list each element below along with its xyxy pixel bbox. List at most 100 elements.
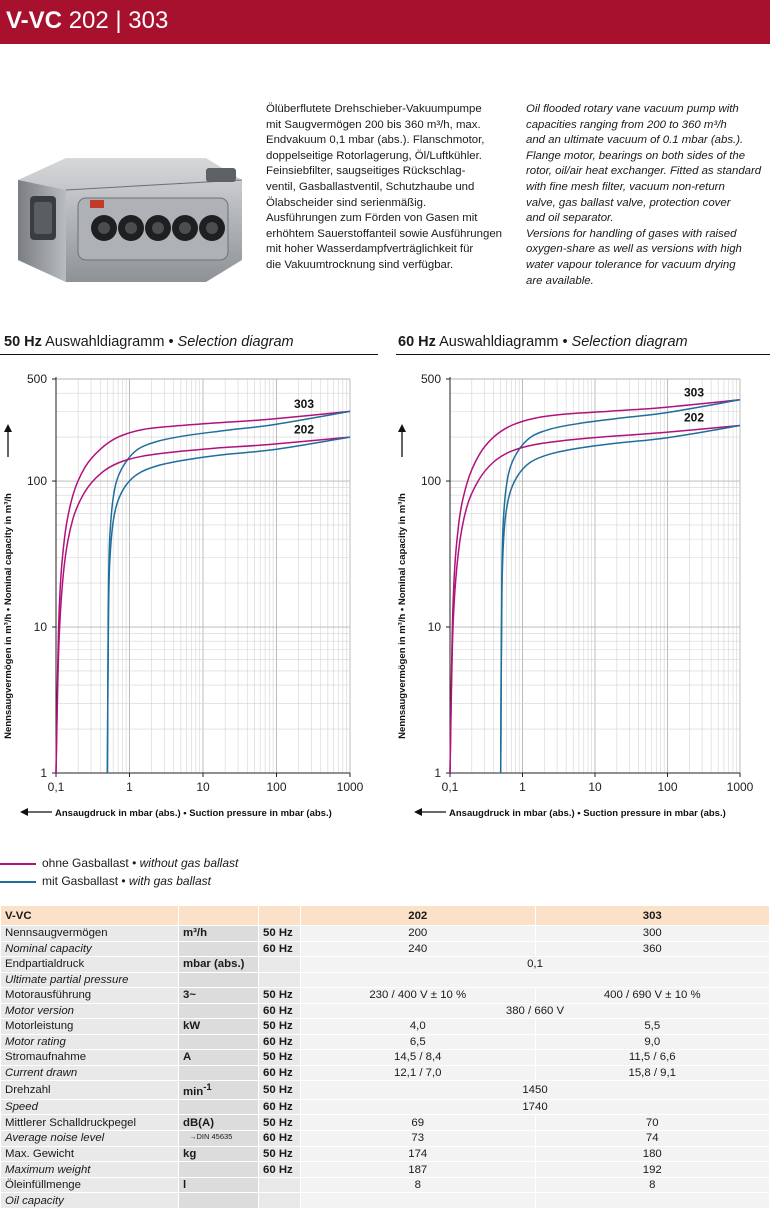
chart-title-en: Selection diagram <box>177 334 294 350</box>
x-axis-arrowhead <box>414 808 422 816</box>
legend-with-ballast: mit Gasballast • with gas ballast <box>0 874 211 888</box>
row-unit: min-1 <box>178 1080 259 1100</box>
curve-label-303: 303 <box>294 397 314 411</box>
y-axis-arrowhead <box>4 424 12 432</box>
cell-202: 69 <box>300 1114 536 1131</box>
unit-text: min <box>183 1085 204 1098</box>
cell-202: 14,5 / 8,4 <box>300 1049 536 1066</box>
cell-202 <box>300 1192 536 1209</box>
chart-title-60hz: 60 Hz Auswahldiagramm • Selection diagra… <box>398 334 688 350</box>
cell-202: 8 <box>300 1176 536 1194</box>
cell-span: 1740 <box>300 1098 770 1116</box>
row-unit <box>178 1161 259 1178</box>
row-hz: 50 Hz <box>258 1080 301 1100</box>
table-row: Speed 60 Hz 1740 <box>0 1098 770 1116</box>
row-hz: 60 Hz <box>258 1129 301 1147</box>
curve-label-202: 202 <box>294 422 314 436</box>
chart-title-de: Auswahldiagramm <box>439 334 559 350</box>
row-hz: 60 Hz <box>258 940 301 957</box>
table-row: Öleinfüllmenge l 8 8 <box>0 1176 770 1194</box>
cell-202: 6,5 <box>300 1033 536 1050</box>
chart-hz: 50 Hz <box>4 334 42 350</box>
row-label-en: Ultimate partial pressure <box>0 971 179 988</box>
row-label: Mittlerer Schalldruckpegel <box>0 1114 179 1131</box>
cell-303: 400 / 690 V ± 10 % <box>534 987 770 1004</box>
series-line-303 <box>55 410 351 774</box>
legend-de: mit Gasballast <box>42 874 119 888</box>
series-line-303 <box>449 399 741 774</box>
chart-title-en: Selection diagram <box>571 334 688 350</box>
table-row: Motor version 60 Hz 380 / 660 V <box>0 1002 770 1019</box>
y-tick-label: 100 <box>421 474 441 488</box>
vacuum-pump-photo <box>18 158 243 282</box>
legend-without-ballast: ohne Gasballast • without gas ballast <box>0 856 238 870</box>
row-unit: →DIN 45635 <box>178 1129 259 1147</box>
row-label: Stromaufnahme <box>0 1049 179 1066</box>
desc-line: doppelseitige Rotorlagerung, Öl/Luftkühl… <box>266 149 482 162</box>
row-hz <box>258 1192 301 1209</box>
row-unit: dB(A) <box>178 1114 259 1131</box>
row-hz: 60 Hz <box>258 1002 301 1019</box>
chart-title-de: Auswahldiagramm <box>45 334 165 350</box>
row-unit: 3~ <box>178 987 259 1004</box>
row-label-en: Nominal capacity <box>0 940 179 957</box>
table-row: Endpartialdruck mbar (abs.) 0,1 <box>0 956 770 973</box>
y-tick-label: 10 <box>428 620 442 634</box>
model-name: V-VC <box>6 7 63 34</box>
legend-de: ohne Gasballast <box>42 856 129 870</box>
series-line-303 <box>499 399 741 774</box>
curve-label-303: 303 <box>684 386 704 400</box>
desc-line: erhöhtem Sauerstoffanteil sowie Ausführu… <box>266 227 502 240</box>
series-line-202 <box>449 424 741 774</box>
x-axis-label: Ansaugdruck in mbar (abs.) • Suction pre… <box>55 808 332 819</box>
table-header-202: 202 <box>300 905 536 926</box>
row-hz: 50 Hz <box>258 1018 301 1035</box>
y-tick-label: 500 <box>421 372 441 386</box>
table-row: Oil capacity <box>0 1192 770 1209</box>
cell-202: 174 <box>300 1145 536 1163</box>
desc-line: ventil, Gasballastventil, Schutzhaube un… <box>266 180 475 193</box>
chart-hz: 60 Hz <box>398 334 436 350</box>
row-unit: mbar (abs.) <box>178 956 259 973</box>
x-tick-label: 1 <box>126 780 133 794</box>
cell-303 <box>534 1192 770 1209</box>
legend-en: with gas ballast <box>128 874 211 888</box>
row-hz: 50 Hz <box>258 987 301 1004</box>
desc-line: Ölüberflutete Drehschieber-Vakuumpumpe <box>266 103 482 115</box>
row-hz: 50 Hz <box>258 1114 301 1131</box>
row-label: Endpartialdruck <box>0 956 179 973</box>
chart-rule <box>0 354 378 355</box>
row-hz <box>258 1176 301 1194</box>
series-line-202 <box>55 436 351 774</box>
desc-line: Ölabscheider sind serienmäßig. <box>266 196 427 209</box>
table-header-unit <box>178 905 259 926</box>
desc-line: rotor, oil/air heat exchanger. Fitted as… <box>526 165 762 178</box>
table-row: Maximum weight 60 Hz 187 192 <box>0 1161 770 1178</box>
row-label-en: Current drawn <box>0 1064 179 1081</box>
curve-label-202: 202 <box>684 411 704 425</box>
desc-line: die Vakuumtrocknung sind verfügbar. <box>266 258 454 271</box>
desc-line: valve, gas ballast valve, protection cov… <box>526 196 731 209</box>
x-tick-label: 1 <box>519 780 526 794</box>
cell-202: 240 <box>300 940 536 957</box>
table-row: Motorleistung kW 50 Hz 4,0 5,5 <box>0 1018 770 1035</box>
chart-grid <box>55 378 351 774</box>
row-label: Motorausführung <box>0 987 179 1004</box>
row-hz: 60 Hz <box>258 1064 301 1081</box>
x-tick-label: 100 <box>266 780 286 794</box>
row-unit <box>178 1002 259 1019</box>
page-title: V-VC 202 | 303 <box>6 6 168 36</box>
row-label-en: Motor rating <box>0 1033 179 1050</box>
cell-202: 200 <box>300 925 536 942</box>
row-hz <box>258 971 301 988</box>
table-header-303: 303 <box>534 905 770 926</box>
table-row: Max. Gewicht kg 50 Hz 174 180 <box>0 1145 770 1163</box>
row-label: Öleinfüllmenge <box>0 1176 179 1194</box>
desc-line: and oil separator. <box>526 212 614 225</box>
cell-303: 9,0 <box>534 1033 770 1050</box>
row-label-en: Average noise level <box>0 1129 179 1147</box>
x-tick-label: 10 <box>196 780 210 794</box>
desc-line: Ausführungen zum Förden von Gasen mit <box>266 212 478 225</box>
row-label: Max. Gewicht <box>0 1145 179 1163</box>
cell-303: 8 <box>534 1176 770 1194</box>
